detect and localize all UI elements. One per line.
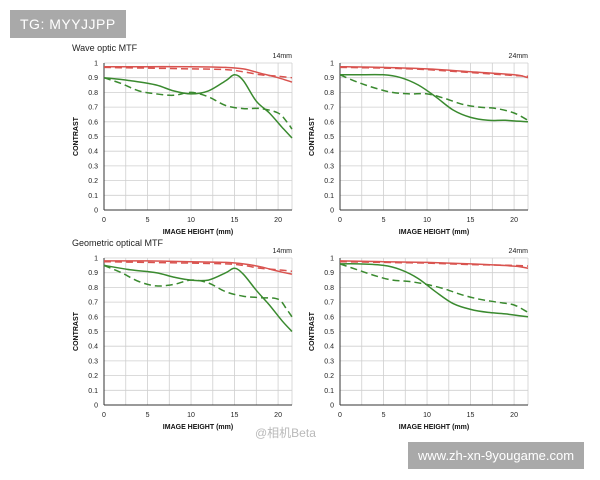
x-tick-label: 20 <box>274 412 282 419</box>
y-tick-label: 0 <box>330 208 334 215</box>
y-tick-label: 0 <box>330 403 334 410</box>
series-line-red-solid <box>103 65 293 83</box>
series-line-green-solid <box>339 263 529 318</box>
x-tick-label: 5 <box>382 217 386 224</box>
x-tick-label: 15 <box>231 217 239 224</box>
y-tick-label: 0.3 <box>324 358 334 365</box>
section-title-geometric: Geometric optical MTF <box>72 238 164 248</box>
y-tick-label: 0.7 <box>324 105 334 112</box>
y-tick-label: 0.9 <box>324 270 334 277</box>
x-tick-label: 0 <box>338 217 342 224</box>
y-tick-label: 0.8 <box>88 285 98 292</box>
y-tick-label: 0.5 <box>324 329 334 336</box>
x-tick-label: 0 <box>338 412 342 419</box>
y-tick-label: 0.5 <box>324 134 334 141</box>
y-tick-label: 0.3 <box>88 163 98 170</box>
y-tick-label: 0.5 <box>88 329 98 336</box>
series-line-red-dashed <box>339 260 529 267</box>
x-axis-label: IMAGE HEIGHT (mm) <box>399 424 469 431</box>
x-tick-label: 15 <box>467 217 475 224</box>
y-tick-label: 0.1 <box>88 193 98 200</box>
y-tick-label: 1 <box>330 256 334 263</box>
x-tick-label: 20 <box>510 412 518 419</box>
series-line-green-dashed <box>339 74 529 121</box>
series-line-red-dashed <box>103 66 293 79</box>
y-tick-label: 0.4 <box>324 344 334 351</box>
watermark-url: www.zh-xn-9yougame.com <box>408 442 585 469</box>
y-tick-label: 0.6 <box>324 119 334 126</box>
y-tick-label: 0.2 <box>88 178 98 185</box>
y-tick-label: 0.8 <box>88 90 98 97</box>
y-tick-label: 0 <box>94 208 98 215</box>
watermark-tag: TG: MYYJJPP <box>10 10 126 38</box>
y-tick-label: 0.3 <box>324 163 334 170</box>
y-axis-label: CONTRAST <box>309 311 316 351</box>
x-axis-label: IMAGE HEIGHT (mm) <box>399 229 469 236</box>
y-tick-label: 0.6 <box>88 119 98 126</box>
y-tick-label: 0.2 <box>324 178 334 185</box>
y-tick-label: 0.4 <box>88 149 98 156</box>
series-line-green-dashed <box>339 263 529 314</box>
focal-length-label: 24mm <box>509 53 529 60</box>
series-line-red-dashed <box>339 66 529 77</box>
series-line-green-solid <box>103 264 293 333</box>
y-tick-label: 0.7 <box>324 300 334 307</box>
y-tick-label: 0.4 <box>324 149 334 156</box>
series-line-green-dashed <box>103 76 293 130</box>
y-tick-label: 0.2 <box>324 373 334 380</box>
y-tick-label: 0.6 <box>88 314 98 321</box>
y-tick-label: 1 <box>94 256 98 263</box>
y-tick-label: 0.5 <box>88 134 98 141</box>
x-tick-label: 10 <box>187 412 195 419</box>
y-tick-label: 0.6 <box>324 314 334 321</box>
y-tick-label: 0.8 <box>324 90 334 97</box>
y-tick-label: 0.1 <box>324 193 334 200</box>
y-tick-label: 0.7 <box>88 105 98 112</box>
x-axis-label: IMAGE HEIGHT (mm) <box>163 424 233 431</box>
series-line-red-solid <box>103 260 293 275</box>
y-tick-label: 0.7 <box>88 300 98 307</box>
y-tick-label: 0.9 <box>88 75 98 82</box>
y-axis-label: CONTRAST <box>309 116 316 156</box>
series-line-green-solid <box>103 74 293 139</box>
y-tick-label: 0.9 <box>324 75 334 82</box>
y-axis-label: CONTRAST <box>73 311 80 351</box>
section-title-wave: Wave optic MTF <box>72 43 138 53</box>
y-axis-label: CONTRAST <box>73 116 80 156</box>
y-tick-label: 0.1 <box>88 388 98 395</box>
x-tick-label: 0 <box>102 412 106 419</box>
x-tick-label: 10 <box>423 217 431 224</box>
focal-length-label: 24mm <box>509 248 529 255</box>
x-tick-label: 20 <box>274 217 282 224</box>
y-tick-label: 1 <box>94 61 98 68</box>
series-line-green-solid <box>340 73 529 123</box>
y-tick-label: 1 <box>330 61 334 68</box>
x-axis-label: IMAGE HEIGHT (mm) <box>163 229 233 236</box>
series-line-red-dashed <box>103 260 293 272</box>
x-tick-label: 5 <box>146 412 150 419</box>
y-tick-label: 0.2 <box>88 373 98 380</box>
weibo-watermark: @相机Beta <box>255 426 316 440</box>
series-line-green-dashed <box>103 264 293 318</box>
x-tick-label: 0 <box>102 217 106 224</box>
focal-length-label: 14mm <box>273 248 293 255</box>
y-tick-label: 0.1 <box>324 388 334 395</box>
x-tick-label: 5 <box>382 412 386 419</box>
x-tick-label: 15 <box>467 412 475 419</box>
x-tick-label: 15 <box>231 412 239 419</box>
y-tick-label: 0.3 <box>88 358 98 365</box>
y-tick-label: 0.4 <box>88 344 98 351</box>
focal-length-label: 14mm <box>273 53 293 60</box>
y-tick-label: 0 <box>94 403 98 410</box>
x-tick-label: 10 <box>423 412 431 419</box>
y-tick-label: 0.9 <box>88 270 98 277</box>
x-tick-label: 20 <box>510 217 518 224</box>
x-tick-label: 10 <box>187 217 195 224</box>
x-tick-label: 5 <box>146 217 150 224</box>
y-tick-label: 0.8 <box>324 285 334 292</box>
